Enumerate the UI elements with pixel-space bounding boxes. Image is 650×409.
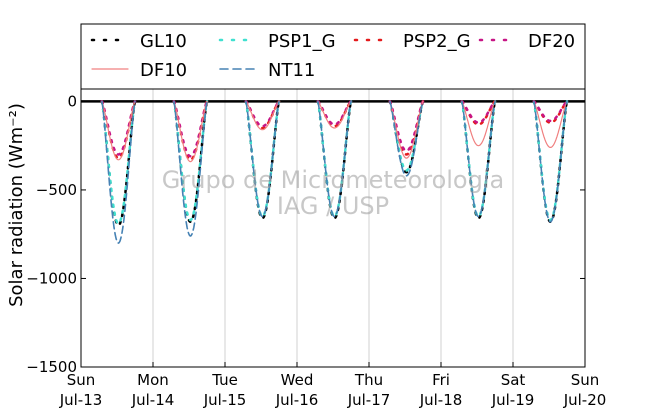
legend-label: GL10: [140, 31, 187, 52]
y-axis-label: Solar radiation (Wm⁻²): [6, 103, 27, 307]
x-tick-label-date: Jul-17: [347, 391, 391, 409]
series-line-df20: [100, 100, 569, 158]
legend-label: NT11: [268, 60, 315, 81]
x-tick-label-date: Jul-19: [491, 391, 535, 409]
y-tick-label: −1500: [26, 358, 77, 376]
x-tick-label-date: Jul-15: [203, 391, 247, 409]
series-line-psp1-g: [100, 100, 569, 225]
legend-box: [80, 23, 586, 90]
plot-frame: [80, 88, 586, 368]
legend-label: PSP1_G: [268, 31, 336, 52]
series-line-psp2-g: [100, 100, 569, 162]
x-tick-label-day: Wed: [281, 371, 314, 389]
x-tick-label-day: Sun: [571, 371, 600, 389]
x-tick-label-date: Jul-20: [563, 391, 607, 409]
series-group: [81, 100, 585, 245]
x-tick-label-day: Mon: [137, 371, 169, 389]
y-tick-label: −1000: [26, 269, 77, 287]
y-axis: 0 −500 −1000 −1500: [26, 92, 585, 376]
x-tick-label-date: Jul-18: [419, 391, 463, 409]
y-tick-label: −500: [36, 181, 77, 199]
x-tick-label-day: Fri: [432, 371, 450, 389]
series-line-df10: [101, 100, 568, 163]
watermark-line-1: Grupo de Micrometeorologia: [162, 166, 504, 194]
x-tick-label-day: Sat: [501, 371, 526, 389]
x-tick-label-day: Sun: [67, 371, 96, 389]
y-tick-label: 0: [67, 92, 77, 110]
series-line-gl10: [100, 100, 569, 227]
x-tick-label-day: Tue: [211, 371, 238, 389]
legend-label: DF20: [528, 31, 575, 52]
x-tick-label-date: Jul-13: [59, 391, 103, 409]
x-axis: Sun Jul-13 Mon Jul-14 Tue Jul-15 Wed Jul-16 Thu J…: [59, 362, 607, 409]
x-tick-label-day: Thu: [354, 371, 383, 389]
x-tick-label-date: Jul-14: [131, 391, 175, 409]
watermark-line-2: IAG / USP: [277, 192, 389, 220]
legend-label: PSP2_G: [403, 31, 471, 52]
legend: GL10 PSP1_G PSP2_G DF20 DF10 NT11: [90, 31, 575, 81]
legend-label: DF10: [140, 60, 187, 81]
gridlines: [152, 89, 514, 367]
series-line-nt11: [101, 100, 568, 245]
x-tick-label-date: Jul-16: [275, 391, 319, 409]
